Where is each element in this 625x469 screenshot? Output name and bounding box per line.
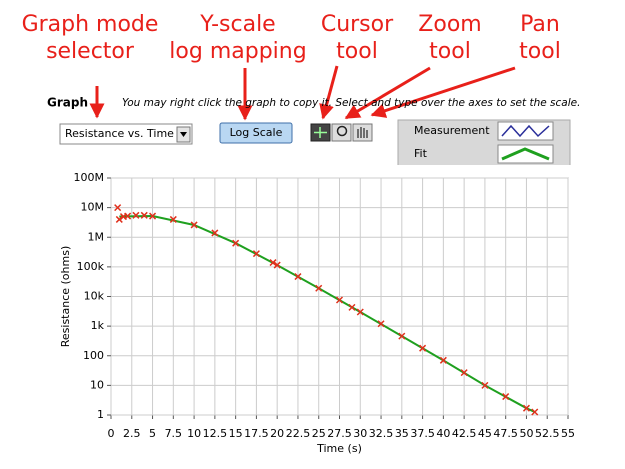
data-marker xyxy=(124,212,132,220)
y-tick-label: 10 xyxy=(90,378,104,391)
data-marker xyxy=(252,250,260,258)
x-tick-label: 45 xyxy=(478,427,492,440)
x-axis-label: Time (s) xyxy=(316,442,362,455)
note: You may right click the graph to copy it… xyxy=(122,97,580,109)
y-tick-label: 100M xyxy=(74,171,105,184)
pan-icon xyxy=(357,127,368,138)
x-tick-label: 2.5 xyxy=(123,427,141,440)
x-tick-label: 20 xyxy=(270,427,284,440)
x-tick-label: 17.5 xyxy=(244,427,269,440)
data-marker xyxy=(356,308,364,316)
data-marker xyxy=(132,211,140,219)
data-marker xyxy=(335,296,344,304)
data-marker xyxy=(114,204,122,212)
x-tick-label: 32.5 xyxy=(369,427,394,440)
chart: 0 2.5 5 7.5 10 12.5 15 17.5 20 22.5 25 27.5 30 32.5 35… xyxy=(59,171,575,455)
data-marker xyxy=(481,381,489,389)
x-tick-label: 52.5 xyxy=(535,427,560,440)
x-tick-label: 27.5 xyxy=(327,427,352,440)
x-tick-label: 37.5 xyxy=(410,427,435,440)
annotation-text: Cursor xyxy=(321,12,394,37)
y-tick-label: 1k xyxy=(91,319,105,332)
cursor-icon xyxy=(314,127,327,138)
data-marker xyxy=(377,320,385,328)
arrow xyxy=(370,66,516,118)
x-tick-label: 55 xyxy=(561,427,575,440)
x-tick-label: 12.5 xyxy=(203,427,228,440)
pan-tool[interactable] xyxy=(352,123,373,142)
graph-title: Graph xyxy=(47,96,88,110)
dropdown-arrow xyxy=(180,132,187,137)
data-marker xyxy=(315,284,323,292)
arrow xyxy=(344,66,431,120)
zoom-icon xyxy=(336,125,348,137)
x-tick-label: 10 xyxy=(187,427,201,440)
data-marker xyxy=(115,215,123,223)
x-tick-label: 22.5 xyxy=(286,427,311,440)
legend-label: Measurement xyxy=(414,124,490,137)
y-axis-label: Resistance (ohms) xyxy=(59,246,72,348)
annotation-text: Pan xyxy=(520,12,560,37)
annotation-text: selector xyxy=(46,39,135,64)
arrows xyxy=(89,65,516,121)
dropdown-text: Resistance vs. Time xyxy=(65,127,174,140)
data-marker xyxy=(419,344,427,352)
data-marker xyxy=(149,212,157,220)
data-marker xyxy=(211,229,219,237)
legend-label: Fit xyxy=(414,147,428,160)
x-tick-label: 15 xyxy=(229,427,243,440)
x-tick-label: 7.5 xyxy=(165,427,183,440)
x-tick-label: 5 xyxy=(149,427,156,440)
data-marker xyxy=(269,259,277,267)
annotation-text: Zoom xyxy=(418,12,481,37)
data-marker xyxy=(522,404,530,412)
y-tick-label: 1M xyxy=(88,230,105,243)
annotation-text: tool xyxy=(429,39,471,64)
x-tick-label: 0 xyxy=(108,427,115,440)
button[interactable] xyxy=(219,122,293,144)
legend-swatch xyxy=(501,124,550,138)
annotation-text: tool xyxy=(336,39,378,64)
annotation-text: log mapping xyxy=(169,39,306,64)
x-tick-label: 25 xyxy=(312,427,326,440)
y-tick-label: 10M xyxy=(81,201,105,214)
data-marker xyxy=(398,332,406,340)
mode-selector[interactable]: Resistance vs. Time xyxy=(59,123,193,145)
scale-button[interactable]: Log Scale xyxy=(219,122,293,144)
y-tick-label: 10k xyxy=(84,290,105,303)
data-marker xyxy=(531,408,539,416)
data-marker xyxy=(439,356,447,364)
x-tick-label: 30 xyxy=(353,427,367,440)
button-text: Log Scale xyxy=(230,126,283,139)
data-marker xyxy=(169,215,177,223)
x-tick-label: 40 xyxy=(436,427,450,440)
legend: Measurement Fit xyxy=(397,119,571,167)
data-marker xyxy=(502,393,510,401)
data-marker xyxy=(348,303,356,311)
annotation-text: tool xyxy=(519,39,561,64)
data-marker xyxy=(140,211,148,219)
data-marker xyxy=(232,239,240,247)
y-tick-label: 100 xyxy=(83,349,104,362)
x-tick-label: 50 xyxy=(519,427,533,440)
dropdown[interactable] xyxy=(59,123,193,145)
data-marker xyxy=(273,261,281,269)
x-tick-label: 47.5 xyxy=(493,427,518,440)
x-tick-label: 35 xyxy=(395,427,409,440)
y-tick-label: 1 xyxy=(97,408,104,421)
arrow xyxy=(319,65,339,120)
annotation-text: Graph mode xyxy=(22,12,159,37)
annotation-text: Y-scale xyxy=(199,12,275,37)
tool-palette xyxy=(310,123,373,142)
legend-swatch xyxy=(501,147,550,161)
legend-swatch-box xyxy=(497,144,554,164)
data-marker xyxy=(294,273,302,281)
y-tick-label: 100k xyxy=(77,260,105,273)
data-marker xyxy=(190,221,198,229)
x-tick-label: 42.5 xyxy=(452,427,477,440)
data-marker xyxy=(460,369,468,377)
